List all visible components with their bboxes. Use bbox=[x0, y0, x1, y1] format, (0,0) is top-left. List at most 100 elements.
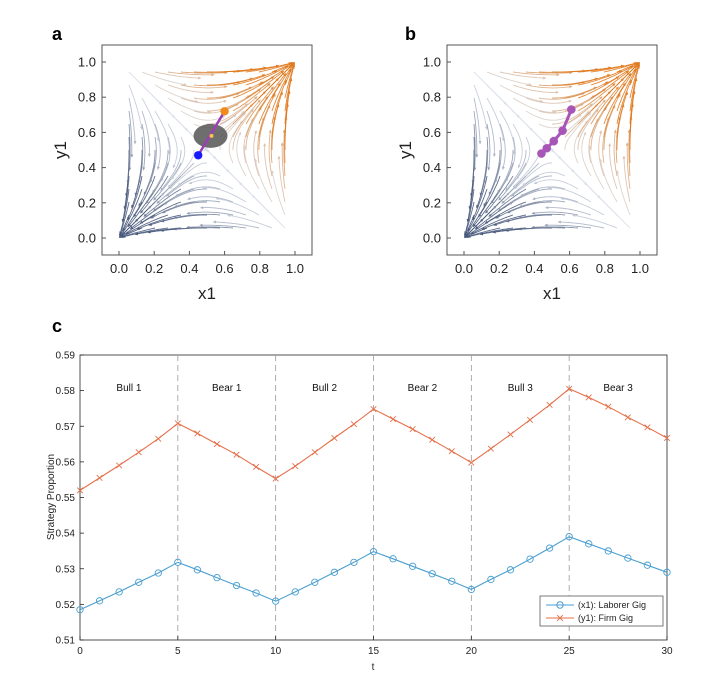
x-tick-label: 0.4 bbox=[525, 261, 543, 276]
streamline bbox=[180, 84, 228, 89]
streamline bbox=[499, 123, 506, 170]
data-point-laborer bbox=[487, 575, 495, 584]
streamline bbox=[180, 97, 227, 104]
streamline bbox=[188, 179, 234, 190]
stream-arrowhead bbox=[212, 220, 216, 224]
y-tick-label: 0.54 bbox=[56, 529, 76, 540]
streamline bbox=[472, 175, 488, 221]
stream-arrowhead bbox=[161, 192, 165, 196]
stream-arrowhead bbox=[277, 155, 281, 159]
stream-arrowhead bbox=[140, 210, 144, 214]
stream-arrowhead bbox=[171, 176, 175, 180]
streamline bbox=[167, 150, 195, 188]
stream-arrowhead bbox=[172, 164, 176, 168]
y-tick-label: 0.55 bbox=[56, 493, 76, 504]
data-point-laborer bbox=[389, 555, 397, 563]
y-tick-label: 0.51 bbox=[56, 636, 76, 647]
streamline bbox=[598, 130, 605, 177]
streamline bbox=[215, 197, 260, 216]
streamline bbox=[603, 105, 616, 150]
stream-arrowhead bbox=[135, 232, 139, 236]
streamline bbox=[499, 71, 547, 79]
data-point-laborer bbox=[663, 568, 671, 576]
streamline bbox=[227, 214, 273, 229]
streamline bbox=[271, 170, 286, 216]
streamline bbox=[180, 71, 228, 74]
streamline bbox=[577, 83, 616, 112]
stream-arrowhead bbox=[467, 234, 471, 238]
data-point-laborer bbox=[624, 554, 632, 562]
stream-arrowhead bbox=[243, 145, 247, 149]
data-point-laborer bbox=[115, 588, 123, 596]
x-tick-label: 0.0 bbox=[110, 261, 128, 276]
streamline bbox=[154, 84, 199, 103]
streamline bbox=[284, 65, 295, 112]
streamline bbox=[581, 131, 592, 177]
streamline bbox=[125, 214, 169, 235]
stream-arrowhead bbox=[556, 73, 560, 77]
data-point-firm bbox=[546, 401, 553, 408]
streamline bbox=[486, 97, 505, 142]
streamline bbox=[284, 63, 295, 99]
streamline bbox=[616, 91, 628, 138]
streamline bbox=[207, 103, 248, 125]
streamline bbox=[506, 214, 552, 223]
streamline bbox=[525, 71, 573, 74]
stream-arrowhead bbox=[508, 201, 513, 205]
phase-label: Bull 2 bbox=[312, 383, 337, 394]
streamline bbox=[258, 105, 271, 150]
series-line-laborer bbox=[79, 536, 668, 611]
stream-arrowhead bbox=[187, 197, 191, 201]
streamline bbox=[603, 62, 639, 73]
streamline bbox=[564, 96, 603, 125]
stream-arrowhead bbox=[198, 76, 202, 80]
data-point-laborer bbox=[291, 588, 299, 596]
streamline bbox=[118, 201, 143, 238]
stream-arrowhead bbox=[494, 179, 498, 183]
y-tick-label: 1.0 bbox=[78, 55, 96, 70]
stream-arrowhead bbox=[613, 129, 617, 133]
stream-arrowhead bbox=[557, 220, 561, 224]
legend-label-firm: (y1): Firm Gig bbox=[578, 613, 633, 623]
x-tick-label: 0.8 bbox=[251, 261, 269, 276]
stream-arrowhead bbox=[133, 213, 137, 218]
legend-x-marker bbox=[556, 614, 564, 622]
streamline bbox=[128, 97, 136, 145]
trajectory-point bbox=[567, 105, 576, 114]
streamline bbox=[232, 70, 278, 86]
streamline bbox=[488, 188, 527, 217]
stream-arrowhead bbox=[121, 218, 125, 222]
streamline bbox=[207, 86, 252, 99]
x-tick-label: 0.6 bbox=[216, 261, 234, 276]
stream-arrowhead bbox=[491, 200, 494, 204]
phase-portrait-b: 0.0 0.2 0.4 0.6 0.8 1.00.00.20.40.60.81.0 x1 … bbox=[396, 44, 658, 303]
streamline bbox=[589, 145, 605, 190]
stream-arrowhead bbox=[464, 234, 468, 238]
y-tick-label: 0.59 bbox=[56, 351, 76, 362]
data-point-laborer bbox=[585, 540, 593, 548]
stream-arrowhead bbox=[177, 182, 181, 186]
stream-arrowhead bbox=[531, 211, 535, 215]
stream-arrowhead bbox=[186, 211, 190, 215]
stream-arrowhead bbox=[478, 213, 482, 218]
stream-arrowhead bbox=[223, 99, 227, 103]
streamline bbox=[472, 188, 501, 228]
panel-label-a: a bbox=[52, 24, 63, 44]
stream-arrowhead bbox=[175, 193, 179, 197]
stream-arrowhead bbox=[518, 227, 522, 231]
streamline bbox=[174, 200, 221, 208]
y-tick-label: 0.6 bbox=[78, 125, 96, 140]
ticks-b: 0.0 0.2 0.4 0.6 0.8 1.0 0.0 0.2 0.4 0.6 0.8 1.0 bbox=[423, 55, 649, 277]
stream-arrowhead bbox=[475, 226, 479, 229]
data-point-firm bbox=[252, 463, 260, 470]
stream-arrowhead bbox=[153, 197, 157, 201]
streamline bbox=[522, 171, 566, 186]
streamline bbox=[514, 162, 552, 190]
stream-arrowhead bbox=[487, 167, 491, 171]
data-point-firm bbox=[409, 425, 416, 433]
data-point-laborer bbox=[311, 578, 319, 586]
streamline bbox=[485, 175, 514, 214]
streamline bbox=[141, 97, 160, 142]
phase-label: Bull 3 bbox=[508, 383, 533, 394]
stream-arrowhead bbox=[156, 200, 160, 204]
